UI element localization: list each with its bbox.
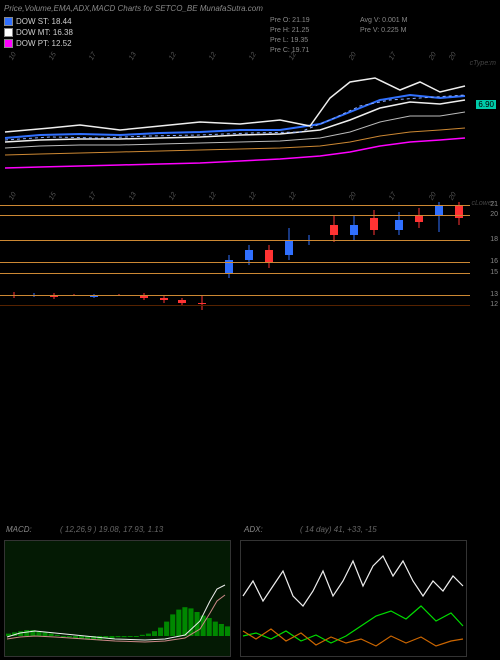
grid-line bbox=[0, 262, 470, 263]
chart-title: Price,Volume,EMA,ADX,MACD Charts for SET… bbox=[4, 4, 263, 13]
y-tick: 15 bbox=[490, 269, 498, 276]
pre-high: Pre H: 21.25 bbox=[270, 26, 310, 36]
legend-swatch bbox=[4, 39, 13, 48]
grid-line bbox=[0, 295, 470, 296]
y-tick: 12 bbox=[490, 301, 498, 308]
adx-chart bbox=[240, 540, 467, 657]
ohlc-info: Pre O: 21.19 Pre H: 21.25 Pre L: 19.35 P… bbox=[270, 16, 310, 56]
y-tick: 20 bbox=[490, 211, 498, 218]
pre-low: Pre L: 19.35 bbox=[270, 36, 310, 46]
y-tick: 21 bbox=[490, 201, 498, 208]
legend: DOW ST: 18.44DOW MT: 16.38DOW PT: 12.52 bbox=[4, 16, 73, 49]
grid-line bbox=[0, 215, 470, 216]
price-highlight: 6.90 bbox=[476, 100, 496, 109]
adx-label: ADX: bbox=[244, 525, 263, 534]
candle-chart: 21 20 18 16 15 13 12 bbox=[0, 200, 500, 310]
y-tick: 16 bbox=[490, 258, 498, 265]
grid-line bbox=[0, 205, 470, 206]
legend-swatch bbox=[4, 28, 13, 37]
adx-params: ( 14 day) 41, +33, -15 bbox=[300, 525, 377, 534]
grid-line bbox=[0, 273, 470, 274]
y-tick: 13 bbox=[490, 291, 498, 298]
macd-chart bbox=[4, 540, 231, 657]
macd-params: ( 12,26,9 ) 19.08, 17.93, 1.13 bbox=[60, 525, 163, 534]
volume-info: Avg V: 0.001 M Pre V: 0.225 M bbox=[360, 16, 407, 36]
legend-item: DOW MT: 16.38 bbox=[4, 27, 73, 38]
grid-line bbox=[0, 240, 470, 241]
avg-vol: Avg V: 0.001 M bbox=[360, 16, 407, 26]
legend-label: DOW PT: 12.52 bbox=[16, 38, 72, 49]
legend-label: DOW MT: 16.38 bbox=[16, 27, 73, 38]
legend-label: DOW ST: 18.44 bbox=[16, 16, 72, 27]
grid-line bbox=[0, 305, 470, 306]
price-chart: 6.90 bbox=[0, 60, 500, 180]
y-tick: 18 bbox=[490, 236, 498, 243]
legend-swatch bbox=[4, 17, 13, 26]
legend-item: DOW ST: 18.44 bbox=[4, 16, 73, 27]
legend-item: DOW PT: 12.52 bbox=[4, 38, 73, 49]
pre-vol: Pre V: 0.225 M bbox=[360, 26, 407, 36]
macd-label: MACD: bbox=[6, 525, 32, 534]
pre-open: Pre O: 21.19 bbox=[270, 16, 310, 26]
